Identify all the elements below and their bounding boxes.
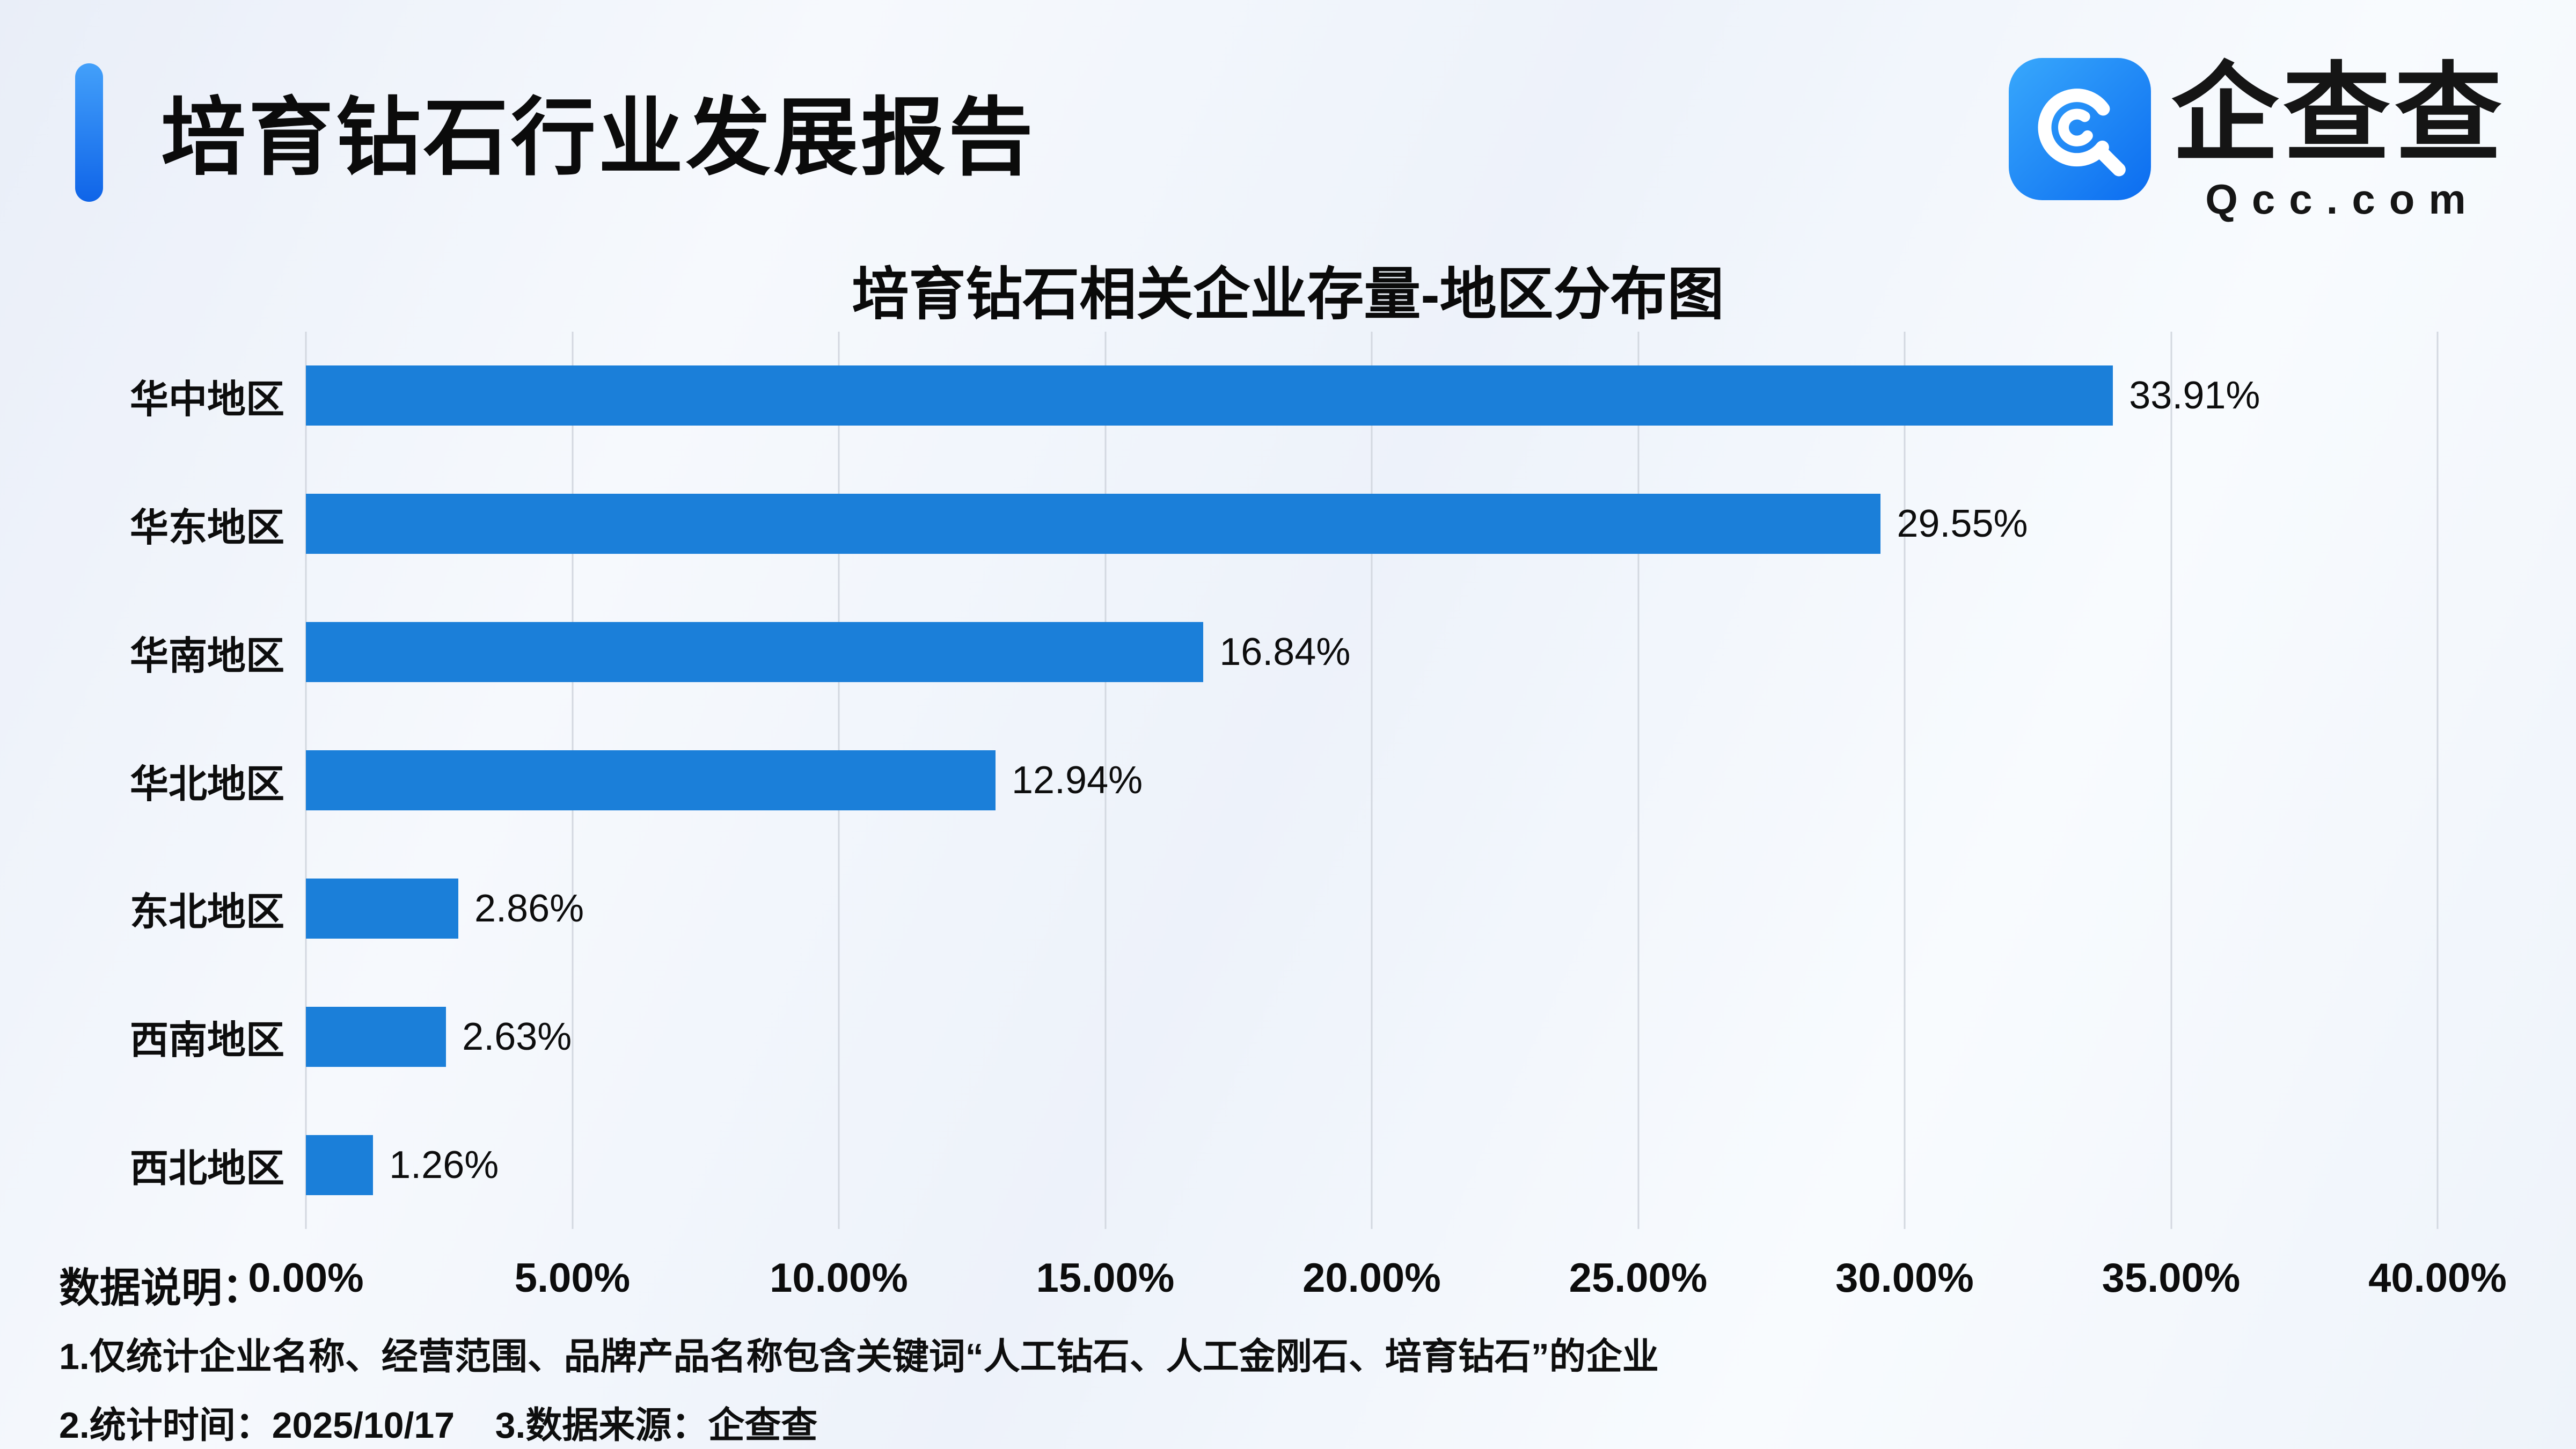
qcc-logo-icon — [2008, 58, 2151, 200]
category-label: 华中地区 — [129, 378, 284, 421]
bar-track: 2.63% — [306, 1006, 2438, 1067]
gridline — [2170, 332, 2172, 1229]
page-title: 培育钻石行业发展报告 — [161, 91, 1036, 185]
bar — [306, 494, 1881, 554]
chart-row: 华中地区 33.91% — [54, 332, 2447, 460]
category-label: 华北地区 — [129, 763, 284, 806]
x-tick-label: 5.00% — [514, 1255, 631, 1301]
bar — [306, 622, 1204, 683]
chart-row: 西南地区 2.63% — [54, 972, 2447, 1101]
bar-track: 29.55% — [306, 494, 2438, 554]
gridline — [1904, 332, 1906, 1229]
footnote-label: 数据说明： — [59, 1265, 263, 1311]
x-tick-label: 25.00% — [1569, 1255, 1708, 1301]
x-tick-label: 35.00% — [2102, 1255, 2241, 1301]
footnote-1: 1.仅统计企业名称、经营范围、品牌产品名称包含关键词“人工钻石、人工金刚石、培育… — [59, 1336, 1659, 1377]
value-label: 2.86% — [474, 887, 584, 930]
chart-rows: 华中地区 33.91% 华东地区 29.55% 华南地区 16.84% 华北地区 12.94%… — [54, 332, 2447, 1229]
gridline — [1637, 332, 1639, 1229]
bar — [306, 365, 2113, 426]
value-label: 29.55% — [1897, 502, 2028, 546]
bar — [306, 1006, 447, 1067]
category-label: 东北地区 — [129, 891, 284, 934]
category-label: 西南地区 — [129, 1019, 284, 1063]
value-label: 2.63% — [462, 1015, 572, 1058]
value-label: 33.91% — [2129, 374, 2260, 418]
qcc-logo-domain: Qcc.com — [2205, 175, 2480, 223]
bar — [306, 1135, 374, 1195]
bar-track: 16.84% — [306, 622, 2438, 683]
x-axis: 0.00% 5.00% 10.00% 15.00% 20.00% 25.00% 30.00%… — [248, 1255, 2507, 1308]
bar — [306, 878, 458, 939]
qcc-logo: 企查查 Qcc.com — [2008, 58, 2506, 224]
bar-track: 33.91% — [306, 365, 2438, 426]
x-tick-label: 0.00% — [248, 1255, 364, 1301]
x-tick-label: 10.00% — [770, 1255, 908, 1301]
value-label: 16.84% — [1219, 631, 1351, 674]
gridline — [2436, 332, 2439, 1229]
x-tick-label: 40.00% — [2368, 1255, 2507, 1301]
category-label: 西北地区 — [129, 1147, 284, 1191]
chart-title: 培育钻石相关企业存量-地区分布图 — [852, 263, 1724, 326]
bar — [306, 750, 996, 810]
value-label: 1.26% — [389, 1143, 499, 1187]
chart-row: 东北地区 2.86% — [54, 844, 2447, 972]
value-label: 12.94% — [1011, 759, 1143, 802]
bar-chart: 华中地区 33.91% 华东地区 29.55% 华南地区 16.84% 华北地区 12.94%… — [54, 332, 2447, 1229]
bar-track: 1.26% — [306, 1135, 2438, 1195]
x-tick-label: 20.00% — [1302, 1255, 1441, 1301]
chart-row: 华南地区 16.84% — [54, 588, 2447, 716]
qcc-logo-name: 企查查 — [2171, 54, 2506, 174]
gridline — [1104, 332, 1106, 1229]
chart-row: 西北地区 1.26% — [54, 1101, 2447, 1229]
x-tick-label: 15.00% — [1036, 1255, 1175, 1301]
chart-row: 华北地区 12.94% — [54, 716, 2447, 845]
x-tick-label: 30.00% — [1835, 1255, 1974, 1301]
category-label: 华南地区 — [129, 634, 284, 678]
category-label: 华东地区 — [129, 506, 284, 550]
qcc-logo-text: 企查查 Qcc.com — [2171, 58, 2506, 224]
footnote-2: 2.统计时间：2025/10/17 3.数据来源：企查查 — [59, 1405, 818, 1446]
chart-row: 华东地区 29.55% — [54, 460, 2447, 588]
bar-track: 12.94% — [306, 750, 2438, 810]
gridline — [1371, 332, 1373, 1229]
title-accent-bar — [75, 63, 103, 202]
bar-track: 2.86% — [306, 878, 2438, 939]
